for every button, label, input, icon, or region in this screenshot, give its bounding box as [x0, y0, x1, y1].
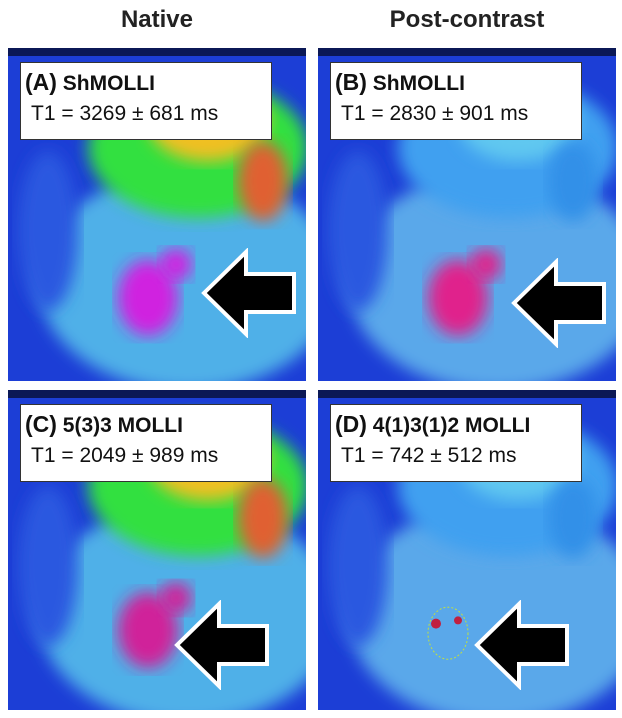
image-panel: (C) 5(3)3 MOLLI T1 = 2049 ± 989 ms — [8, 390, 306, 710]
column-header: Post-contrast — [318, 6, 616, 34]
panel-letter: (C) — [25, 411, 57, 437]
image-panel: (A) ShMOLLI T1 = 3269 ± 681 ms — [8, 48, 306, 381]
image-panel: (B) ShMOLLI T1 = 2830 ± 901 ms — [318, 48, 616, 381]
label-line: (A) ShMOLLI — [25, 69, 271, 96]
label-line: (D) 4(1)3(1)2 MOLLI — [335, 411, 581, 438]
arrow — [200, 248, 300, 338]
image-panel: (D) 4(1)3(1)2 MOLLI T1 = 742 ± 512 ms — [318, 390, 616, 710]
panel-letter: (D) — [335, 411, 367, 437]
sequence-name: ShMOLLI — [63, 72, 155, 95]
arrow — [473, 600, 573, 690]
panel-label: (C) 5(3)3 MOLLI T1 = 2049 ± 989 ms — [20, 404, 272, 482]
arrow — [173, 600, 273, 690]
t1-value: T1 = 2049 ± 989 ms — [25, 444, 271, 468]
t1-value: T1 = 742 ± 512 ms — [335, 444, 581, 468]
sequence-name: ShMOLLI — [373, 72, 465, 95]
panel-label: (A) ShMOLLI T1 = 3269 ± 681 ms — [20, 62, 272, 140]
label-line: (C) 5(3)3 MOLLI — [25, 411, 271, 438]
column-header: Native — [8, 6, 306, 34]
panel-label: (D) 4(1)3(1)2 MOLLI T1 = 742 ± 512 ms — [330, 404, 582, 482]
figure: Native Post-contrast (A) ShMOLLI T1 = 326… — [0, 0, 622, 718]
arrow — [510, 258, 610, 348]
t1-value: T1 = 2830 ± 901 ms — [335, 102, 581, 126]
sequence-name: 5(3)3 MOLLI — [63, 414, 183, 437]
panel-letter: (A) — [25, 69, 57, 95]
panel-letter: (B) — [335, 69, 367, 95]
sequence-name: 4(1)3(1)2 MOLLI — [373, 414, 531, 437]
label-line: (B) ShMOLLI — [335, 69, 581, 96]
panel-label: (B) ShMOLLI T1 = 2830 ± 901 ms — [330, 62, 582, 140]
t1-value: T1 = 3269 ± 681 ms — [25, 102, 271, 126]
